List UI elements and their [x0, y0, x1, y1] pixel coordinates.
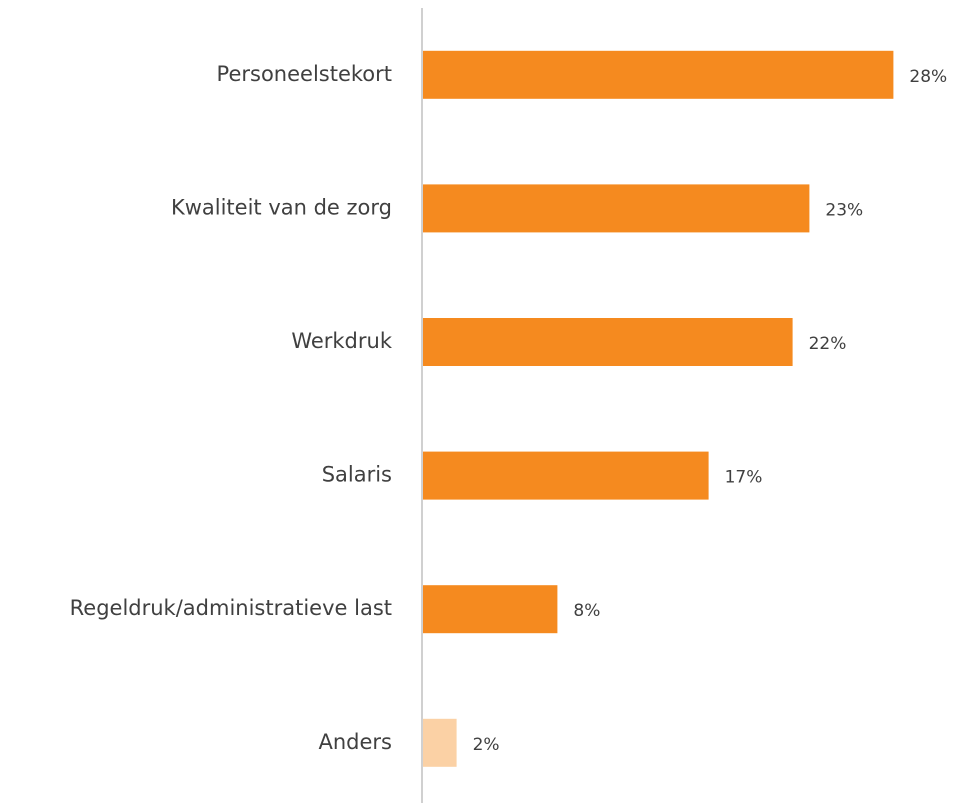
- category-label: Anders: [319, 730, 393, 754]
- bar: [423, 184, 810, 233]
- category-label: Personeelstekort: [217, 62, 392, 86]
- bar: [423, 451, 709, 500]
- value-label: 2%: [473, 735, 500, 755]
- value-label: 22%: [809, 334, 847, 354]
- category-label: Werkdruk: [291, 329, 393, 353]
- value-label: 8%: [573, 601, 600, 621]
- category-label: Regeldruk/administratieve last: [70, 596, 392, 620]
- value-label: 28%: [909, 67, 947, 87]
- value-label: 23%: [825, 200, 863, 220]
- category-label: Salaris: [322, 463, 392, 487]
- bar: [423, 585, 558, 634]
- category-label: Kwaliteit van de zorg: [171, 195, 392, 219]
- bar: [423, 50, 894, 99]
- value-label: 17%: [725, 468, 763, 488]
- bar: [423, 318, 793, 366]
- bar: [423, 718, 457, 767]
